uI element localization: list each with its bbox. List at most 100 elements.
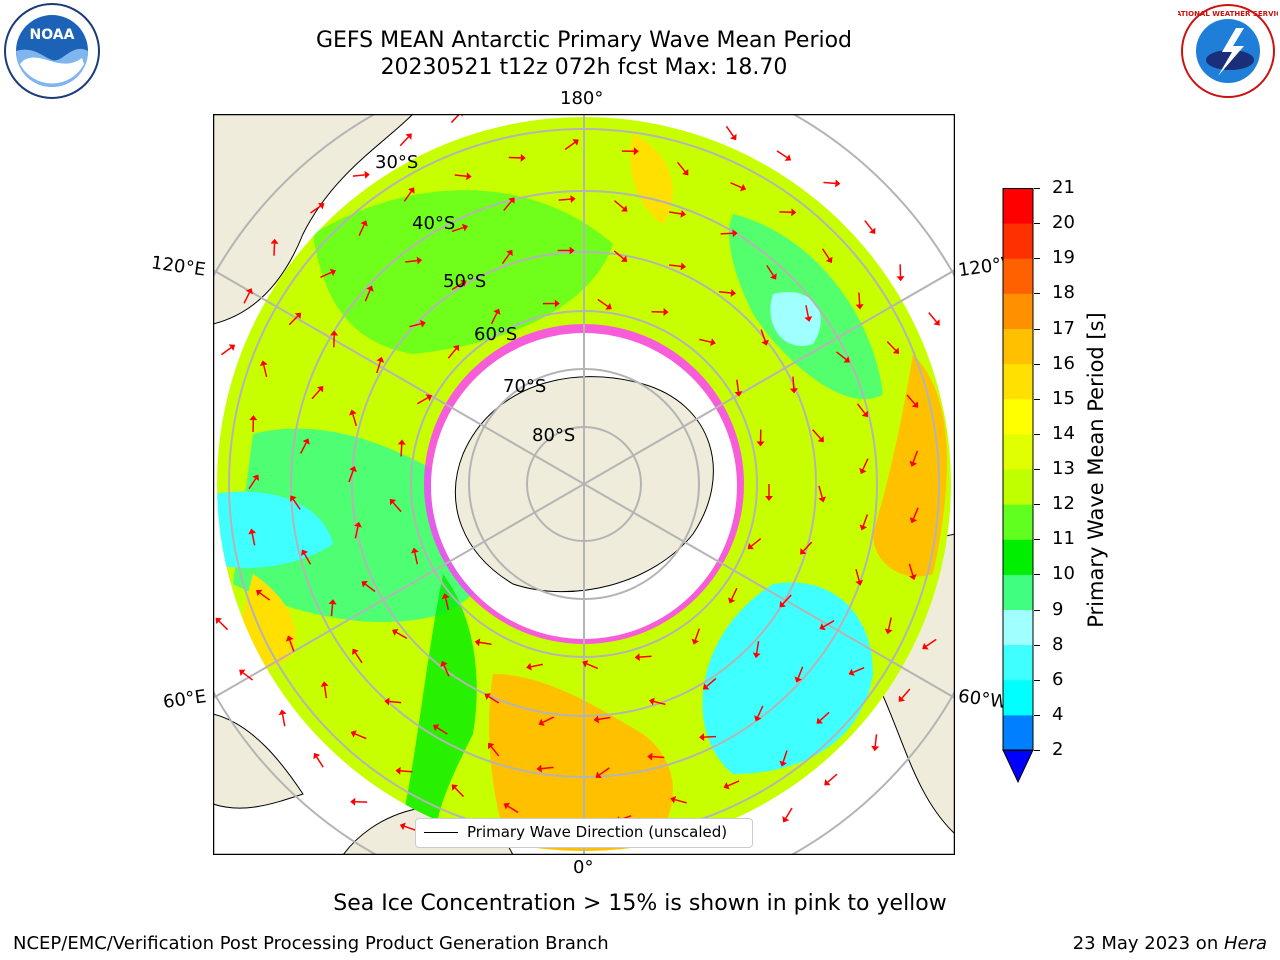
colorbar-swatches (1002, 188, 1034, 784)
wave-direction-arrowhead (399, 822, 406, 831)
lon-label-120e: 120°E (149, 252, 207, 281)
wave-direction-arrow (454, 174, 467, 178)
colorbar-swatch (1003, 258, 1033, 294)
wave-direction-arrowhead (892, 347, 900, 354)
colorbar-tick-label: 21 (1052, 177, 1075, 198)
wave-direction-arrow (731, 587, 738, 600)
colorbar-tick-label: 19 (1052, 247, 1075, 269)
wave-direction-arrowhead (779, 601, 786, 608)
colorbar-tick-label: 17 (1052, 317, 1075, 339)
wave-direction-arrow (409, 323, 422, 328)
wave-direction-arrowhead (861, 410, 868, 418)
wave-direction-arrowhead (538, 718, 545, 726)
colorbar-swatch (1003, 363, 1033, 400)
wave-direction-arrowhead (752, 652, 761, 659)
wave-direction-arrow (797, 666, 804, 679)
wave-direction-arrowhead (756, 441, 765, 447)
colorbar-tick-mark (1034, 504, 1040, 506)
colorbar-tick-label: 10 (1052, 563, 1075, 585)
colorbar-tick-label: 14 (1052, 422, 1075, 444)
colorbar-tick-mark (1034, 539, 1040, 541)
wave-direction-arrowhead (313, 752, 321, 760)
wave-direction-arrowhead (691, 638, 700, 645)
wave-direction-arrow (436, 727, 448, 735)
svg-text:NATIONAL WEATHER SERVICE: NATIONAL WEATHER SERVICE (1178, 10, 1278, 18)
colorbar-tick-mark (1034, 714, 1040, 716)
lat-label-70s: 70°S (503, 376, 547, 397)
wave-direction-arrowhead (294, 312, 302, 320)
wave-direction-arrowhead (376, 356, 385, 363)
colorbar-swatch (1003, 644, 1033, 681)
colorbar-tick-mark (1034, 574, 1040, 576)
colorbar-tick-label: 2 (1052, 739, 1064, 760)
map-panel: 30°S 40°S 50°S 60°S 70°S 80°S Primary Wa… (212, 113, 956, 856)
wave-direction-arrow (886, 341, 897, 351)
wave-direction-arrow (479, 641, 492, 645)
wave-direction-arrow (792, 376, 795, 389)
wave-direction-arrowhead (909, 517, 918, 524)
wave-direction-arrow (251, 533, 256, 546)
wave-direction-arrowhead (791, 208, 797, 217)
wave-direction-arrow (676, 161, 686, 173)
colorbar-tick-label: 16 (1052, 352, 1075, 374)
wave-direction-arrow (316, 756, 324, 768)
wave-direction-arrowhead (765, 496, 773, 501)
wave-direction-arrowhead (451, 784, 459, 791)
wave-direction-arrow (750, 537, 762, 547)
wave-direction-arrow (354, 652, 363, 664)
wave-direction-arrowhead (320, 681, 329, 687)
wave-direction-arrowhead (884, 628, 893, 635)
wave-direction-arrowhead (621, 205, 628, 212)
wave-direction-arrowhead (909, 460, 917, 467)
wave-direction-arrowhead (364, 170, 370, 179)
footer-machine: Hera (1223, 933, 1267, 954)
wave-direction-arrow (507, 805, 519, 814)
wave-direction-arrowhead (484, 693, 491, 700)
wave-direction-arrowhead (933, 319, 940, 326)
wave-direction-arrow (259, 592, 271, 601)
wave-direction-arrow (766, 264, 774, 276)
colorbar-swatch (1003, 398, 1033, 435)
wave-direction-arrowhead (285, 635, 294, 642)
wave-direction-arrow (669, 211, 682, 215)
legend-label: Primary Wave Direction (unscaled) (467, 823, 728, 841)
wave-direction-arrow (400, 770, 413, 773)
colorbar-swatch (1003, 714, 1033, 751)
lat-label-30s: 30°S (375, 152, 419, 173)
wave-direction-arrow (299, 442, 307, 454)
colorbar-swatch (1003, 574, 1033, 610)
wave-direction-arrowhead (215, 617, 222, 625)
wave-direction-arrowhead (572, 139, 579, 146)
wave-direction-arrow (323, 686, 328, 699)
wave-direction-arrow (311, 389, 321, 400)
wave-direction-arrow (454, 787, 465, 798)
wave-direction-arrowhead (730, 289, 737, 297)
colorbar-tick-label: 12 (1052, 493, 1075, 515)
wave-direction-arrow (858, 292, 861, 305)
wave-direction-arrowhead (605, 303, 612, 310)
wave-direction-arrowhead (855, 579, 864, 586)
wave-direction-arrow (330, 604, 334, 617)
wave-direction-arrow (564, 141, 576, 151)
wave-direction-arrowhead (350, 797, 356, 806)
wave-direction-arrowhead (730, 133, 737, 141)
wave-direction-arrowhead (433, 724, 440, 732)
wave-direction-arrow (706, 677, 717, 687)
wave-direction-arrowhead (352, 648, 359, 656)
wave-direction-arrowhead (761, 339, 769, 346)
wave-direction-arrow (303, 553, 312, 565)
colorbar-tick-label: 18 (1052, 282, 1075, 304)
wave-direction-arrowhead (819, 623, 826, 631)
colorbar-tick-mark (1034, 363, 1040, 365)
wave-direction-arrowhead (360, 220, 368, 227)
wave-direction-arrowhead (301, 549, 308, 556)
wave-direction-arrow (925, 638, 937, 647)
wave-direction-arrowhead (784, 154, 792, 161)
wave-direction-arrowhead (843, 356, 850, 363)
lat-label-50s: 50°S (443, 271, 487, 292)
wave-direction-arrowhead (710, 338, 716, 347)
lon-label-60e: 60°E (161, 686, 208, 713)
wave-direction-arrow (782, 594, 792, 605)
wave-direction-arrowhead (804, 316, 813, 322)
wave-direction-arrowhead (389, 498, 397, 506)
